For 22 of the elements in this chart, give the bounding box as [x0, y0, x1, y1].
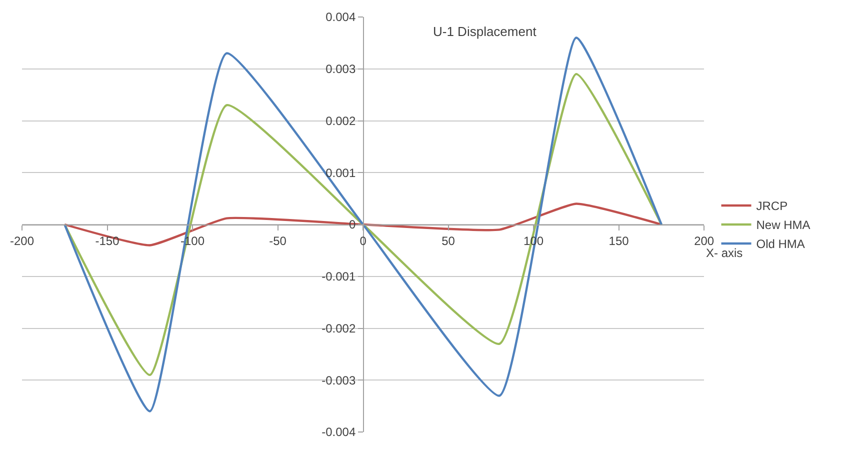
y-tick-label: 0.001: [326, 166, 356, 180]
x-tick-label: -50: [269, 234, 287, 248]
x-axis-title: X- axis: [706, 246, 743, 260]
x-tick-label: 150: [608, 234, 630, 248]
x-tick-label: 200: [694, 234, 714, 248]
y-tick-label: 0.003: [326, 62, 356, 76]
text: U-1 Displacement: [433, 24, 537, 39]
line-series: [64, 202, 663, 246]
x-tick-label: 50: [442, 234, 456, 248]
y-tick-label: -0.004: [322, 425, 356, 440]
line-series: [64, 72, 663, 376]
y-tick-label: -0.002: [322, 321, 356, 336]
x-tick-label: 0: [360, 234, 367, 248]
y-tick-label: -0.001: [322, 270, 356, 284]
y-tick-label: -0.003: [322, 373, 356, 388]
legend-label: JRCP: [756, 199, 788, 214]
legend-label: Old HMA: [756, 237, 805, 252]
x-tick-label: -200: [10, 234, 34, 248]
x-tick-label: -150: [95, 234, 120, 248]
y-tick-label: 0.004: [326, 10, 356, 24]
y-tick-label: 0.002: [326, 114, 356, 128]
legend-label: New HMA: [756, 218, 810, 232]
